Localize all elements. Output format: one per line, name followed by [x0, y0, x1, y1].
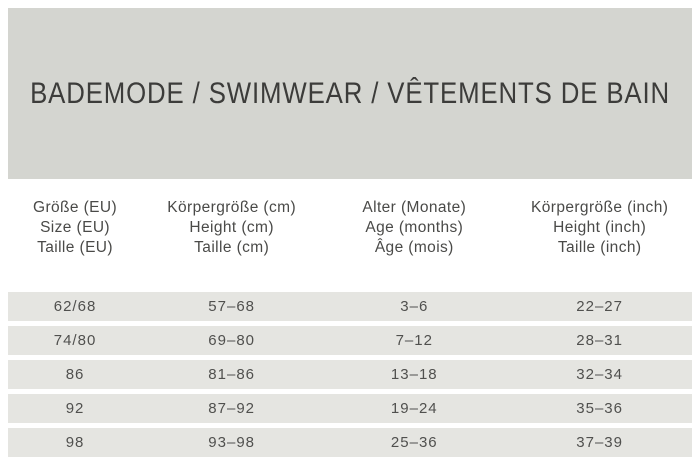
table-cell: 19–24	[390, 400, 438, 417]
table-cell: 35–36	[576, 400, 623, 417]
table-cell: 62/68	[53, 298, 97, 315]
header-line-fr: Âge (mois)	[374, 239, 454, 256]
column-header-height-cm: Körpergröße (cm) Height (cm) Taille (cm)	[142, 198, 321, 258]
table-row: 74/80 69–80 7–12 28–31	[8, 326, 692, 355]
table-cell: 86	[65, 366, 85, 383]
header-line-de: Körpergröße (cm)	[167, 199, 297, 216]
table-cell: 7–12	[395, 332, 433, 349]
column-header-size-eu: Größe (EU) Size (EU) Taille (EU)	[8, 198, 142, 258]
table-cell: 25–36	[390, 434, 438, 451]
table-cell: 98	[65, 434, 85, 451]
header-line-fr: Taille (cm)	[194, 239, 270, 256]
table-cell: 37–39	[576, 434, 623, 451]
header-line-fr: Taille (EU)	[37, 239, 113, 256]
header-line-en: Height (inch)	[553, 219, 647, 236]
header-line-fr: Taille (inch)	[557, 239, 642, 256]
column-header-height-inch: Körpergröße (inch) Height (inch) Taille …	[507, 198, 692, 258]
header-line-en: Height (cm)	[189, 219, 274, 236]
table-row: 98 93–98 25–36 37–39	[8, 428, 692, 457]
table-cell: 28–31	[576, 332, 623, 349]
header-line-en: Size (EU)	[40, 219, 110, 236]
page-title: BADEMODE / SWIMWEAR / VÊTEMENTS DE BAIN	[30, 76, 670, 110]
table-cell: 81–86	[208, 366, 256, 383]
table-cell: 74/80	[53, 332, 97, 349]
table-row: 62/68 57–68 3–6 22–27	[8, 292, 692, 321]
table-header-row: Größe (EU) Size (EU) Taille (EU) Körperg…	[8, 198, 692, 258]
table-cell: 92	[65, 400, 85, 417]
table-cell: 13–18	[390, 366, 438, 383]
table-row: 92 87–92 19–24 35–36	[8, 394, 692, 423]
title-band: BADEMODE / SWIMWEAR / VÊTEMENTS DE BAIN	[8, 8, 692, 179]
table-cell: 87–92	[208, 400, 256, 417]
header-line-en: Age (months)	[365, 219, 464, 236]
header-line-de: Alter (Monate)	[362, 199, 467, 216]
table-cell: 93–98	[208, 434, 256, 451]
header-line-de: Größe (EU)	[32, 199, 118, 216]
table-cell: 69–80	[208, 332, 256, 349]
table-cell: 32–34	[576, 366, 623, 383]
table-row: 86 81–86 13–18 32–34	[8, 360, 692, 389]
table-cell: 57–68	[208, 298, 256, 315]
column-header-age-months: Alter (Monate) Age (months) Âge (mois)	[321, 198, 507, 258]
size-table-body: 62/68 57–68 3–6 22–27 74/80 69–80 7–12 2…	[8, 292, 692, 462]
table-cell: 3–6	[400, 298, 429, 315]
table-cell: 22–27	[576, 298, 623, 315]
header-line-de: Körpergröße (inch)	[531, 199, 669, 216]
